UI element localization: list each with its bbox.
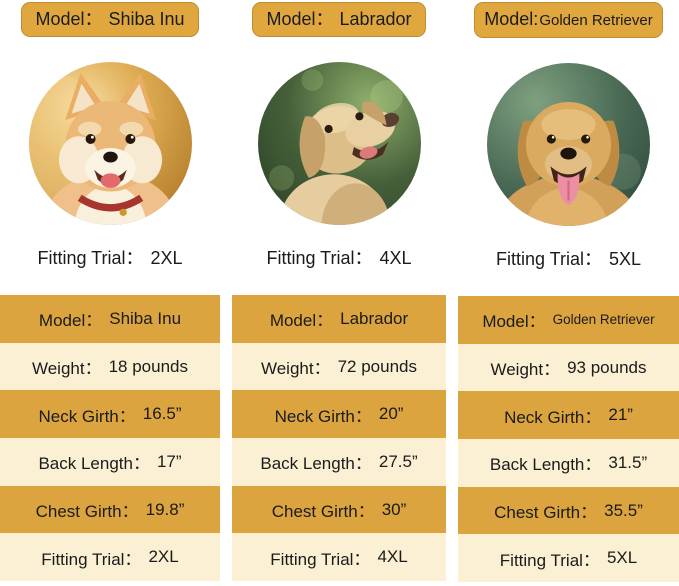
row-value: 20” [378, 404, 404, 424]
row-value: 31.5” [608, 452, 648, 472]
table-row-neck-girth: Neck Girth： 16.5” [0, 390, 220, 439]
row-label: Neck Girth： [38, 406, 136, 426]
table-row-chest-girth: Chest Girth： 35.5” [458, 486, 679, 535]
column-golden-retriever: Model:Golden Retriever [458, 0, 679, 583]
row-value: 18 pounds [108, 356, 188, 376]
table-row-model: Model： Labrador [232, 295, 446, 343]
spec-table: Model： Labrador Weight： 72 pounds Neck Gir… [232, 295, 446, 582]
table-row-neck-girth: Neck Girth： 20” [232, 390, 446, 439]
table-row-model: Model： Shiba Inu [0, 295, 220, 343]
row-value: Shiba Inu [109, 308, 182, 328]
row-label: Fitting Trial： [41, 549, 142, 569]
row-value: 16.5” [142, 404, 182, 424]
model-header-label: Model: [484, 9, 539, 29]
table-row-weight: Weight： 72 pounds [232, 342, 446, 391]
table-row-fitting-trial: Fitting Trial： 4XL [232, 533, 446, 582]
row-label: Neck Girth： [504, 407, 602, 427]
golden-retriever-photo [487, 63, 650, 226]
row-value: 27.5” [378, 451, 418, 471]
column-labrador: Model： Labrador [232, 0, 446, 582]
row-value: 17” [156, 451, 182, 471]
spec-table: Model： Golden Retriever Weight： 93 pounds … [458, 296, 679, 583]
row-value: 93 pounds [567, 357, 647, 377]
shiba-inu-photo [28, 62, 192, 225]
row-label: Weight： [260, 359, 331, 379]
row-label: Back Length： [260, 454, 372, 474]
row-label: Weight： [490, 360, 561, 380]
table-row-chest-girth: Chest Girth： 30” [232, 485, 446, 534]
fitting-trial-line: Fitting Trial： 4XL [266, 246, 411, 270]
fitting-trial-line: Fitting Trial： 5XL [496, 247, 641, 271]
row-label: Chest Girth： [271, 502, 375, 522]
row-label: Fitting Trial： [499, 550, 600, 570]
row-label: Model： [269, 311, 334, 331]
column-shiba-inu: Model： Shiba Inu [0, 0, 220, 582]
table-row-chest-girth: Chest Girth： 19.8” [0, 485, 220, 534]
row-value: 4XL [377, 547, 408, 567]
row-value: 5XL [606, 548, 638, 568]
model-header-value: Labrador [339, 9, 412, 29]
row-label: Fitting Trial： [270, 549, 371, 569]
model-header-pill: Model:Golden Retriever [474, 2, 663, 38]
table-row-weight: Weight： 93 pounds [458, 343, 679, 392]
fitting-trial-line: Fitting Trial： 2XL [37, 246, 182, 270]
table-row-back-length: Back Length： 17” [0, 438, 220, 486]
table-row-neck-girth: Neck Girth： 21” [458, 391, 679, 440]
model-header-pill: Model： Labrador [252, 2, 426, 37]
model-header-value: Shiba Inu [108, 9, 185, 29]
row-label: Weight： [31, 359, 102, 379]
row-value: 19.8” [145, 499, 185, 519]
row-label: Neck Girth： [274, 406, 372, 426]
table-row-model: Model： Golden Retriever [458, 296, 679, 344]
table-row-back-length: Back Length： 31.5” [458, 439, 679, 487]
fitting-trial-label: Fitting Trial： [495, 249, 602, 269]
fitting-trial-value: 4XL [379, 248, 412, 268]
fitting-trial-value: 2XL [150, 248, 183, 268]
row-value: 30” [381, 499, 407, 519]
row-value: Labrador [340, 308, 409, 328]
row-value: 35.5” [604, 500, 643, 520]
spec-table: Model： Shiba Inu Weight： 18 pounds Neck Gi… [0, 295, 220, 582]
row-label: Model： [38, 311, 103, 331]
table-row-weight: Weight： 18 pounds [0, 342, 220, 391]
table-row-fitting-trial: Fitting Trial： 2XL [0, 533, 220, 582]
fitting-trial-label: Fitting Trial： [37, 248, 144, 268]
row-value: 72 pounds [337, 356, 417, 376]
row-value: 2XL [148, 547, 179, 567]
model-header-label: Model： [266, 9, 334, 29]
row-label: Back Length： [38, 454, 150, 474]
row-label: Chest Girth： [35, 502, 139, 522]
row-value: 21” [608, 405, 633, 425]
model-header-pill: Model： Shiba Inu [21, 2, 199, 37]
fitting-trial-label: Fitting Trial： [266, 248, 373, 268]
row-value: Golden Retriever [552, 312, 655, 328]
model-header-label: Model： [35, 9, 103, 29]
fitting-trial-value: 5XL [609, 249, 642, 269]
row-label: Chest Girth： [494, 503, 598, 523]
model-header-value: Golden Retriever [539, 12, 653, 29]
table-row-fitting-trial: Fitting Trial： 5XL [458, 534, 679, 583]
row-label: Model： [482, 312, 546, 332]
labrador-photo [257, 62, 421, 225]
row-label: Back Length： [489, 455, 602, 475]
table-row-back-length: Back Length： 27.5” [232, 438, 446, 486]
